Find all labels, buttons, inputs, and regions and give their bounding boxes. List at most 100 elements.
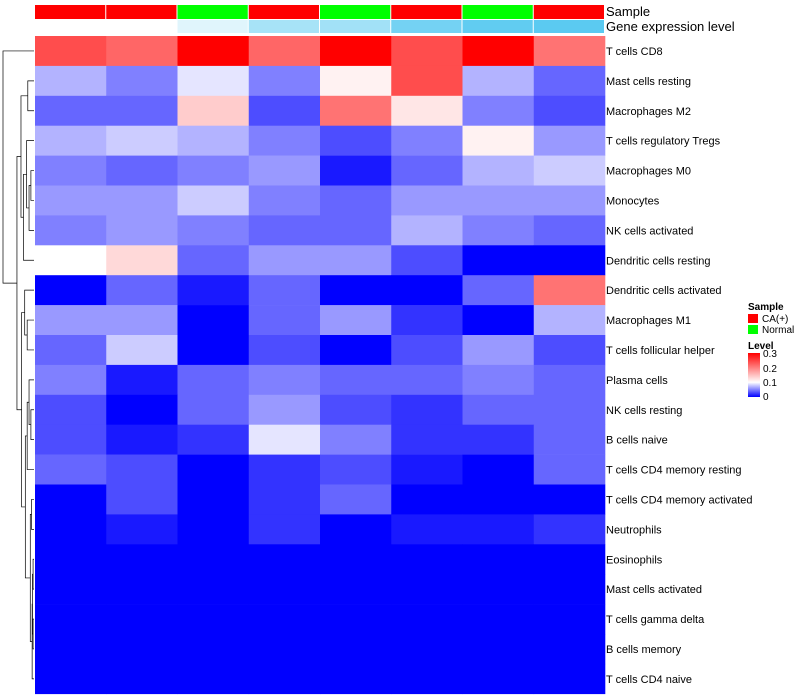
heatmap-cell <box>533 544 606 575</box>
heatmap-cell <box>320 394 392 425</box>
row-label: Monocytes <box>606 195 660 207</box>
heatmap-cell <box>320 185 392 216</box>
heatmap-cell <box>533 125 606 156</box>
heatmap-cell <box>320 663 392 695</box>
heatmap-cell <box>106 364 178 396</box>
heatmap-cell <box>391 185 463 216</box>
heatmap-cell <box>177 484 250 515</box>
legend-label-normal: Normal <box>762 325 794 336</box>
annotation-level-cell <box>177 20 248 33</box>
dendrogram-branch <box>31 499 34 530</box>
heatmap-cell <box>35 125 107 156</box>
heatmap-cell <box>248 514 321 545</box>
heatmap-cell <box>462 125 535 156</box>
row-label: Eosinophils <box>606 554 663 566</box>
heatmap-cell <box>533 245 606 276</box>
heatmap-cell <box>533 275 606 306</box>
heatmap-cell <box>35 454 107 485</box>
row-label: NK cells resting <box>606 405 682 417</box>
heatmap-cell <box>533 305 606 336</box>
row-label: Mast cells activated <box>606 584 702 596</box>
heatmap-cell <box>177 574 250 605</box>
heatmap-cell <box>35 245 107 276</box>
heatmap-cell <box>106 514 178 545</box>
dendrogram-branch <box>28 379 34 426</box>
heatmap-cell <box>391 454 463 485</box>
heatmap-cell <box>248 305 321 336</box>
heatmap-cell <box>106 394 178 425</box>
heatmap-cell <box>248 394 321 425</box>
row-label: Macrophages M0 <box>606 166 691 178</box>
heatmap-cell <box>248 544 321 575</box>
heatmap-cell <box>320 215 392 246</box>
heatmap-cell <box>320 424 392 455</box>
heatmap-cell <box>177 514 250 545</box>
heatmap-cell <box>320 36 392 67</box>
legend-level-colorbar <box>748 353 760 397</box>
legend-level-title: Level <box>748 341 774 352</box>
heatmap-cell <box>391 634 463 665</box>
heatmap-cells <box>35 36 606 695</box>
heatmap-cell <box>106 574 178 605</box>
heatmap-cell <box>106 185 178 216</box>
heatmap-cell <box>35 36 107 67</box>
row-label: Neutrophils <box>606 524 662 536</box>
annotation-sample-cell <box>320 5 391 19</box>
row-label: T cells regulatory Tregs <box>606 136 721 148</box>
heatmap-cell <box>35 484 107 515</box>
heatmap-cell <box>391 484 463 515</box>
heatmap-cell <box>462 663 535 695</box>
dendrogram-branch <box>24 435 31 579</box>
heatmap-cell <box>106 36 178 67</box>
heatmap-cell <box>177 604 250 635</box>
heatmap-cell <box>533 424 606 455</box>
heatmap-cell <box>177 245 250 276</box>
dendrogram-branch <box>32 558 34 590</box>
heatmap-cell <box>462 245 535 276</box>
heatmap-cell <box>533 604 606 635</box>
heatmap-cell <box>248 484 321 515</box>
row-label: T cells CD4 memory resting <box>606 465 742 477</box>
dendrogram-branch <box>26 140 34 209</box>
heatmap-cell <box>248 95 321 126</box>
heatmap-cell <box>177 215 250 246</box>
heatmap-cell <box>177 275 250 306</box>
heatmap-cell <box>248 125 321 156</box>
heatmap-cell <box>177 36 250 67</box>
heatmap-cell <box>35 155 107 186</box>
heatmap-cell <box>320 275 392 306</box>
heatmap-cell <box>248 36 321 67</box>
heatmap-cell <box>391 155 463 186</box>
heatmap-cell <box>248 424 321 455</box>
heatmap-cell <box>35 424 107 455</box>
legend-sample-title: Sample <box>748 302 784 313</box>
heatmap-cell <box>248 663 321 695</box>
heatmap-cell <box>177 185 250 216</box>
row-label: Macrophages M1 <box>606 315 691 327</box>
heatmap-cell <box>106 65 178 97</box>
heatmap-cell <box>462 95 535 126</box>
heatmap-cell <box>462 185 535 216</box>
legend-label-ca: CA(+) <box>762 314 788 325</box>
heatmap-cell <box>391 305 463 336</box>
heatmap-cell <box>533 484 606 515</box>
heatmap-cell <box>35 335 107 366</box>
heatmap-cell <box>35 663 107 695</box>
heatmap-cell <box>391 544 463 575</box>
heatmap-cell <box>177 663 250 695</box>
heatmap-cell <box>177 394 250 425</box>
heatmap-cell <box>391 215 463 246</box>
heatmap-cell <box>320 335 392 366</box>
annotation-sample-cell <box>391 5 462 19</box>
heatmap-cell <box>391 65 463 97</box>
heatmap-cell <box>533 634 606 665</box>
heatmap-cell <box>391 604 463 635</box>
annotation-level-cell <box>533 20 604 33</box>
heatmap-cell <box>391 514 463 545</box>
heatmap-cell <box>391 364 463 396</box>
heatmap-cell <box>320 544 392 575</box>
heatmap-cell <box>35 305 107 336</box>
heatmap-cell <box>106 215 178 246</box>
dendrogram-branch <box>26 319 34 351</box>
